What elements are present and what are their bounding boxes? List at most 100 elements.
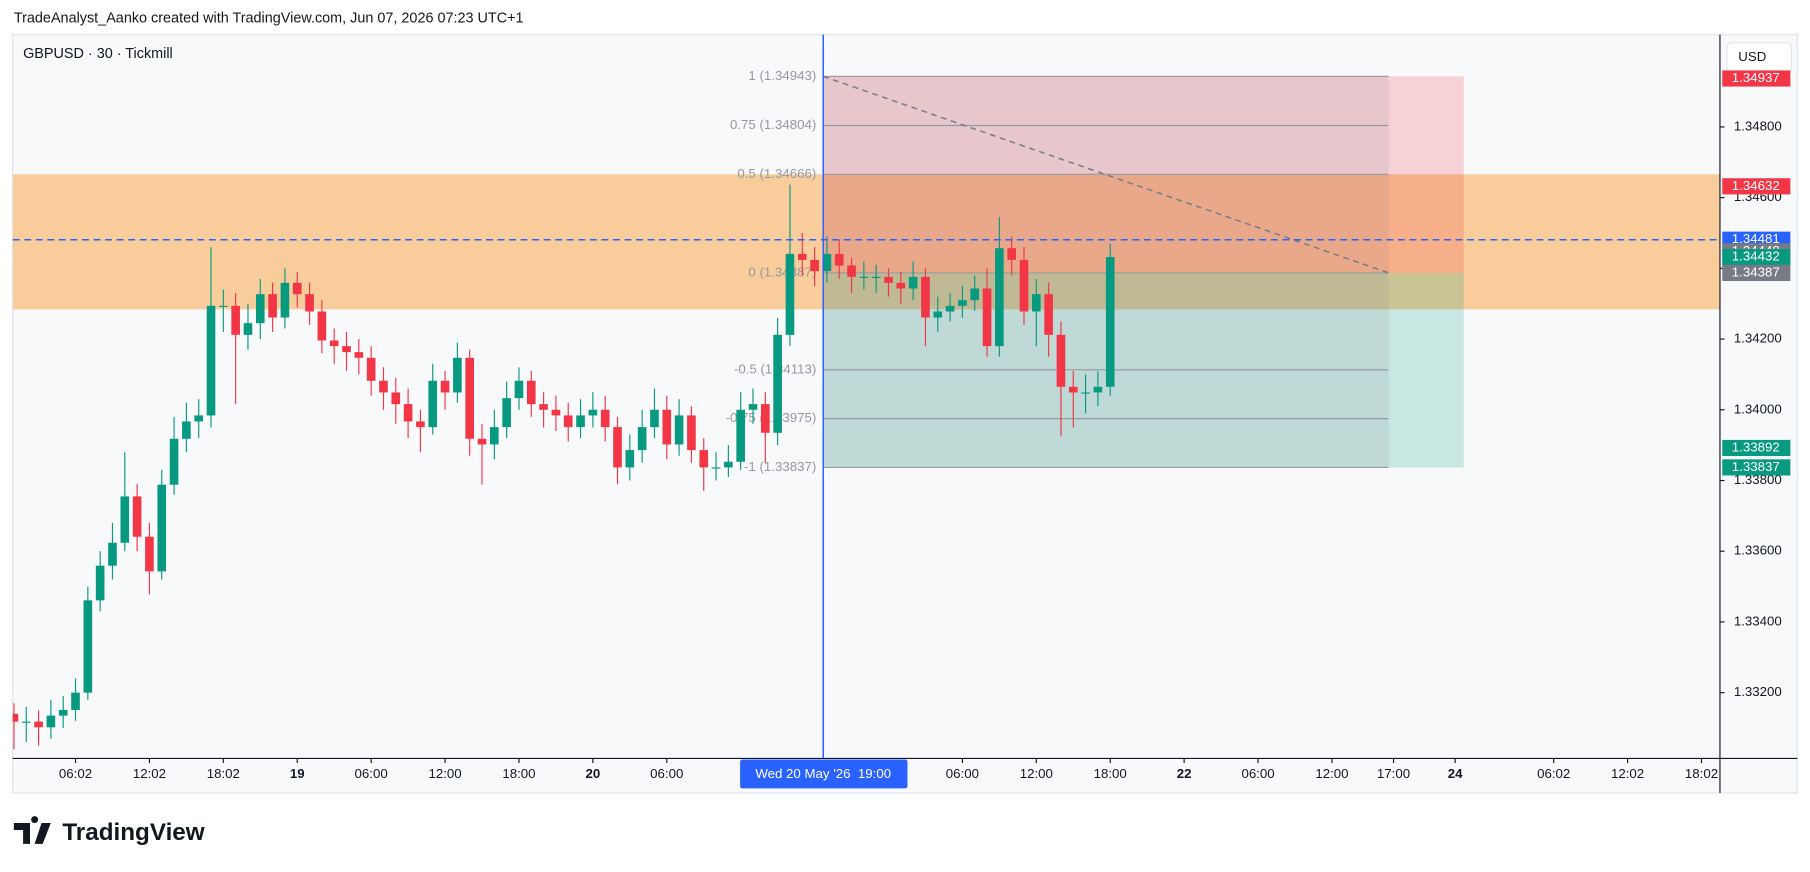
candle-body: [761, 404, 770, 433]
candle-body: [699, 450, 709, 468]
candle-body: [354, 352, 364, 358]
fib-label: 1 (1.34943): [748, 68, 816, 83]
fib-label: 0.5 (1.34666): [737, 166, 816, 181]
candle-body: [403, 404, 413, 422]
candle-body: [748, 404, 758, 410]
candle-body: [650, 409, 659, 428]
x-tick-label: 12:00: [1315, 766, 1348, 781]
x-tick-label: 22: [1177, 766, 1192, 781]
fib-label: -1 (1.33837): [744, 459, 816, 474]
candle-body: [379, 380, 388, 393]
candle-body: [711, 467, 721, 469]
candle-body: [1105, 257, 1115, 387]
candle-body: [1068, 386, 1078, 393]
symbol-title: GBPUSD · 30 · Tickmill: [23, 46, 173, 62]
candle-body: [108, 542, 117, 566]
y-tick-label: 1.34000: [1734, 401, 1782, 416]
candle-body: [896, 282, 906, 289]
candle-body: [95, 565, 105, 601]
candle-body: [871, 276, 881, 278]
candle-body: [810, 259, 819, 272]
x-tick-label: 06:02: [59, 766, 92, 781]
x-tick-label: 06:00: [946, 766, 979, 781]
candle-body: [194, 415, 204, 422]
candle-body: [637, 427, 647, 451]
fib-label: 0.75 (1.34804): [730, 117, 816, 132]
attribution: TradeAnalyst_Aanko created with TradingV…: [14, 10, 524, 26]
candle-body: [847, 265, 856, 277]
candle-body: [157, 484, 167, 572]
chart-frame: [12, 34, 1798, 794]
candle-body: [268, 294, 277, 318]
candle-body: [551, 409, 561, 416]
candle-body: [1056, 334, 1066, 387]
y-tick-label: 1.33600: [1734, 543, 1782, 558]
candle-body: [1019, 259, 1029, 312]
y-tick-label: 1.33400: [1734, 613, 1782, 628]
logo-text: TradingView: [62, 819, 204, 846]
price-label-bg: [1722, 70, 1791, 87]
candle-body: [292, 282, 302, 295]
candle-body: [1044, 294, 1053, 335]
x-tick-label: 18:00: [1094, 766, 1127, 781]
candle-body: [576, 415, 585, 428]
x-tick-label: 18:02: [207, 766, 240, 781]
candle-body: [71, 692, 80, 710]
price-label: 1.33837: [1732, 459, 1780, 474]
candle-body: [588, 409, 598, 416]
price-label-bg: [1722, 178, 1791, 195]
candle-body: [12, 713, 19, 722]
candle-body: [120, 496, 130, 543]
candle-body: [46, 715, 56, 728]
candle-body: [206, 305, 216, 416]
x-tick-label: 12:02: [133, 766, 166, 781]
crosshair-label-bg: [740, 759, 908, 789]
candle-body: [662, 409, 672, 445]
candle-body: [625, 450, 635, 468]
x-tick-label: 24: [1448, 766, 1463, 781]
y-tick-label: 1.34200: [1734, 331, 1782, 346]
candle-body: [34, 721, 43, 728]
currency-label[interactable]: USD: [1738, 49, 1766, 64]
candle-body: [477, 438, 487, 445]
candle-body: [785, 253, 795, 335]
candle-body: [613, 427, 622, 468]
candle-body: [465, 357, 475, 439]
y-tick-label: 1.33800: [1734, 472, 1782, 487]
candle-body: [305, 294, 314, 312]
candle-body: [428, 380, 438, 428]
candle-body: [243, 323, 253, 335]
candle-body: [859, 276, 869, 278]
candle-body: [539, 404, 548, 410]
candle-body: [21, 721, 31, 723]
y-tick-label: 1.33200: [1734, 684, 1782, 699]
candle-body: [440, 380, 450, 393]
x-tick-label: 06:00: [1241, 766, 1274, 781]
price-label-bg: [1722, 264, 1791, 282]
candle-body: [687, 415, 696, 451]
candle-body: [280, 282, 290, 318]
candle-body: [366, 357, 376, 381]
candle-body: [773, 334, 782, 433]
candle-body: [416, 421, 425, 428]
candle-body: [822, 253, 832, 272]
price-label: 1.33892: [1732, 439, 1780, 454]
x-tick-label: 12:00: [428, 766, 461, 781]
candle-body: [970, 288, 980, 301]
candle-body: [169, 438, 179, 485]
x-tick-label: 06:00: [355, 766, 388, 781]
price-label: 1.34481: [1732, 231, 1780, 246]
candle-body: [600, 409, 610, 428]
candle-body: [342, 346, 351, 353]
candle-body: [132, 496, 142, 537]
candle-body: [921, 276, 930, 318]
candle-body: [391, 392, 401, 405]
candle-body: [958, 300, 967, 306]
candle-body: [1093, 386, 1103, 393]
candle-body: [490, 427, 499, 445]
x-tick-label: 17:00: [1377, 766, 1410, 781]
candle-body: [453, 357, 462, 393]
price-label: 1.34387: [1732, 264, 1780, 279]
